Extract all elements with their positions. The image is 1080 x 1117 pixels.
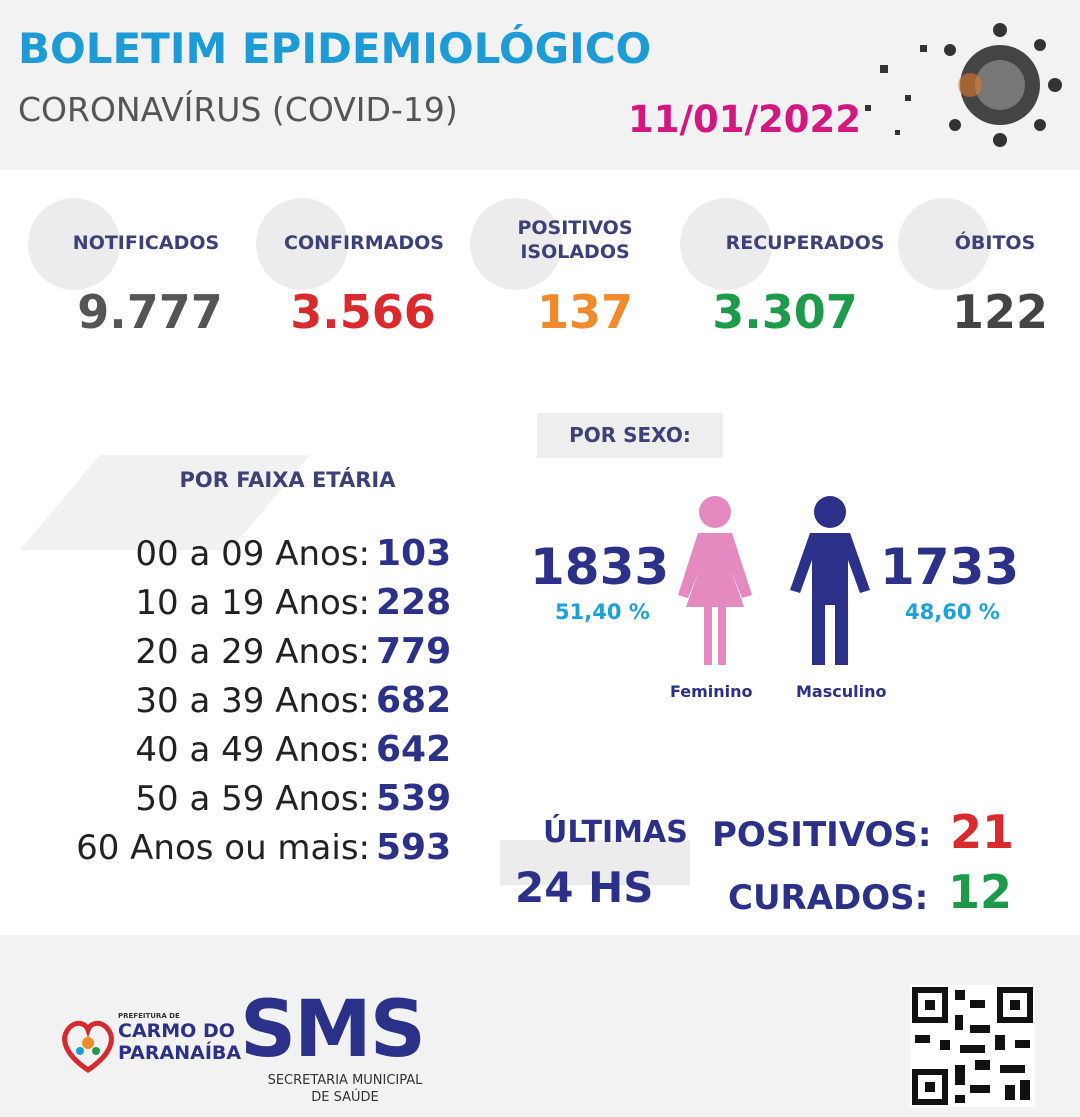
- age-label: 40 a 49 Anos:: [135, 730, 370, 770]
- age-title: POR FAIXA ETÁRIA: [179, 468, 396, 492]
- bubble: [470, 198, 562, 290]
- footer-bg: [0, 935, 1080, 1117]
- female-count: 1833: [530, 538, 670, 596]
- sex-icons: [678, 496, 870, 665]
- age-label: 10 a 19 Anos:: [135, 583, 370, 623]
- male-percent: 48,60 %: [905, 600, 1000, 624]
- stat-label: ÓBITOS: [954, 232, 1036, 254]
- sex-title: POR SEXO:: [537, 413, 723, 458]
- age-label: 00 a 09 Anos:: [135, 534, 370, 574]
- city-name: PARANAÍBA: [118, 1042, 242, 1064]
- male-label: Masculino: [796, 682, 887, 701]
- age-value: 539: [376, 778, 452, 819]
- female-percent: 51,40 %: [555, 600, 650, 624]
- stat-value: 137: [536, 285, 634, 339]
- last24-title: 24 HS: [515, 863, 654, 912]
- positives-label: POSITIVOS:: [712, 815, 932, 855]
- age-label: 30 a 39 Anos:: [135, 681, 370, 721]
- age-value: 779: [376, 631, 452, 672]
- cured-value: 12: [948, 865, 1013, 919]
- age-value: 228: [376, 582, 452, 623]
- female-label: Feminino: [670, 682, 753, 701]
- stat-label: NOTIFICADOS: [72, 232, 220, 254]
- city-logo: [62, 1020, 114, 1074]
- subtitle: CORONAVÍRUS (COVID-19): [18, 90, 458, 129]
- age-value: 642: [376, 729, 452, 770]
- sms-logo: SMS: [240, 985, 426, 1075]
- date: 11/01/2022: [628, 98, 861, 141]
- cured-label: CURADOS:: [728, 878, 929, 918]
- stat-label: RECUPERADOS: [725, 232, 885, 254]
- age-value: 103: [376, 533, 452, 574]
- virus-graphic: [865, 23, 1062, 147]
- stat-value: 122: [951, 285, 1049, 339]
- bubble: [680, 198, 772, 290]
- age-label: 20 a 29 Anos:: [135, 632, 370, 672]
- deco-bg: [500, 840, 690, 885]
- city-name: CARMO DO: [118, 1020, 235, 1042]
- title: BOLETIM EPIDEMIOLÓGICO: [18, 24, 652, 73]
- prefeitura: PREFEITURA DE: [118, 1012, 180, 1020]
- stat-value: 3.307: [712, 285, 858, 339]
- male-count: 1733: [880, 538, 1020, 596]
- stat-label: POSITIVOS ISOLADOS: [517, 217, 633, 263]
- bubble: [256, 198, 348, 290]
- stat-value: 9.777: [77, 285, 223, 339]
- bubble: [898, 198, 990, 290]
- sms-name: DE SAÚDE: [311, 1090, 379, 1105]
- age-value: 682: [376, 680, 452, 721]
- positives-value: 21: [950, 805, 1015, 859]
- stat-value: 3.566: [290, 285, 436, 339]
- header-bg: [0, 0, 1080, 170]
- last24-title: ÚLTIMAS: [543, 815, 688, 850]
- bubble: [28, 198, 120, 290]
- age-value: 593: [376, 827, 452, 868]
- qr-code: [910, 985, 1035, 1107]
- sms-name: SECRETARIA MUNICIPAL: [267, 1073, 423, 1088]
- stat-label: CONFIRMADOS: [284, 232, 444, 254]
- age-label: 60 Anos ou mais:: [76, 828, 370, 868]
- age-label: 50 a 59 Anos:: [135, 779, 370, 819]
